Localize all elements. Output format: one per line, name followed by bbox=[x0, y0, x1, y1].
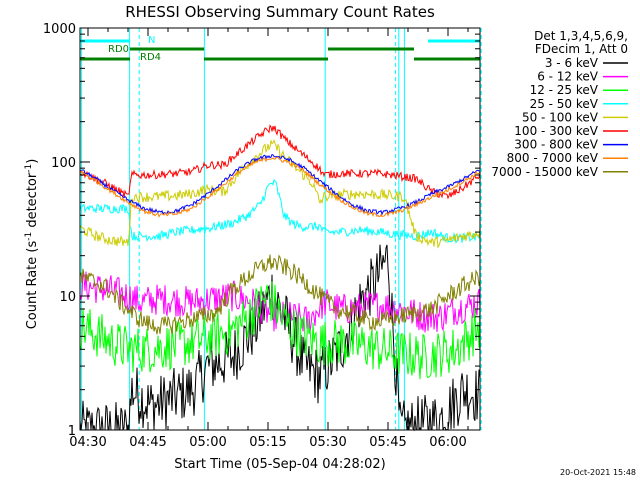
y-label-part-2: detector bbox=[25, 172, 40, 232]
x-axis-label: Start Time (05-Sep-04 04:28:02) bbox=[174, 457, 385, 472]
legend-label: 6 - 12 keV bbox=[537, 70, 599, 84]
legend-label: 300 - 800 keV bbox=[514, 138, 598, 152]
y-label-sup-2: -1 bbox=[24, 164, 34, 173]
x-tick-label: 04:45 bbox=[129, 435, 166, 450]
plot-area bbox=[79, 28, 482, 432]
legend: Det 1,3,4,5,6,9, FDecim 1, Att 0 3 - 6 k… bbox=[491, 29, 628, 179]
plot-frame bbox=[79, 27, 481, 431]
x-tick-label: 06:00 bbox=[429, 435, 466, 450]
legend-header-line-1: Det 1,3,4,5,6,9, bbox=[534, 29, 628, 43]
x-tick-label: 04:30 bbox=[69, 435, 106, 450]
x-tick-label: 05:30 bbox=[309, 435, 346, 450]
legend-label: 25 - 50 keV bbox=[530, 97, 599, 111]
y-tick-label: 1 bbox=[68, 424, 76, 439]
series-line-1 bbox=[79, 271, 481, 333]
series-line-4 bbox=[79, 139, 481, 249]
state-bars: N RD0 RD4 bbox=[80, 35, 480, 63]
timestamp: 20-Oct-2021 15:48 bbox=[560, 468, 636, 477]
y-tick-label: 1000 bbox=[43, 22, 76, 37]
y-tick-label: 10 bbox=[59, 290, 76, 305]
y-axis-ticks: 1 10 100 1000 bbox=[43, 22, 480, 439]
series-line-7 bbox=[79, 156, 481, 218]
legend-label: 12 - 25 keV bbox=[530, 83, 599, 97]
y-axis-label: Count Rate (s-1 detector-1) bbox=[24, 159, 40, 330]
legend-label: 100 - 300 keV bbox=[514, 124, 598, 138]
y-tick-label: 100 bbox=[51, 156, 76, 171]
series-line-8 bbox=[79, 254, 481, 335]
x-tick-label: 05:15 bbox=[249, 435, 286, 450]
x-tick-label: 05:00 bbox=[189, 435, 226, 450]
series-line-0 bbox=[79, 244, 481, 432]
x-axis-ticks: 04:30 04:45 05:00 05:15 05:30 05:45 06:00 bbox=[69, 28, 469, 450]
state-bar-label-1: RD0 bbox=[108, 44, 129, 55]
y-label-sup-1: -1 bbox=[24, 232, 34, 241]
y-label-part-3: ) bbox=[25, 159, 40, 164]
axes bbox=[79, 27, 481, 431]
y-label-part-1: Count Rate (s bbox=[25, 241, 40, 330]
state-bar-label-2: RD4 bbox=[140, 52, 161, 63]
legend-label: 50 - 100 keV bbox=[522, 110, 599, 124]
legend-header-line-2: FDecim 1, Att 0 bbox=[535, 42, 628, 56]
legend-label: 7000 - 15000 keV bbox=[491, 165, 598, 179]
series-line-5 bbox=[79, 124, 481, 200]
legend-label: 800 - 7000 keV bbox=[507, 151, 599, 165]
series-line-6 bbox=[79, 153, 481, 216]
state-bar-label-0: N bbox=[148, 35, 155, 46]
series-line-3 bbox=[79, 178, 481, 244]
chart-title: RHESSI Observing Summary Count Rates bbox=[125, 3, 435, 21]
legend-label: 3 - 6 keV bbox=[545, 56, 599, 70]
series-line-2 bbox=[79, 281, 481, 380]
x-tick-label: 05:45 bbox=[369, 435, 406, 450]
